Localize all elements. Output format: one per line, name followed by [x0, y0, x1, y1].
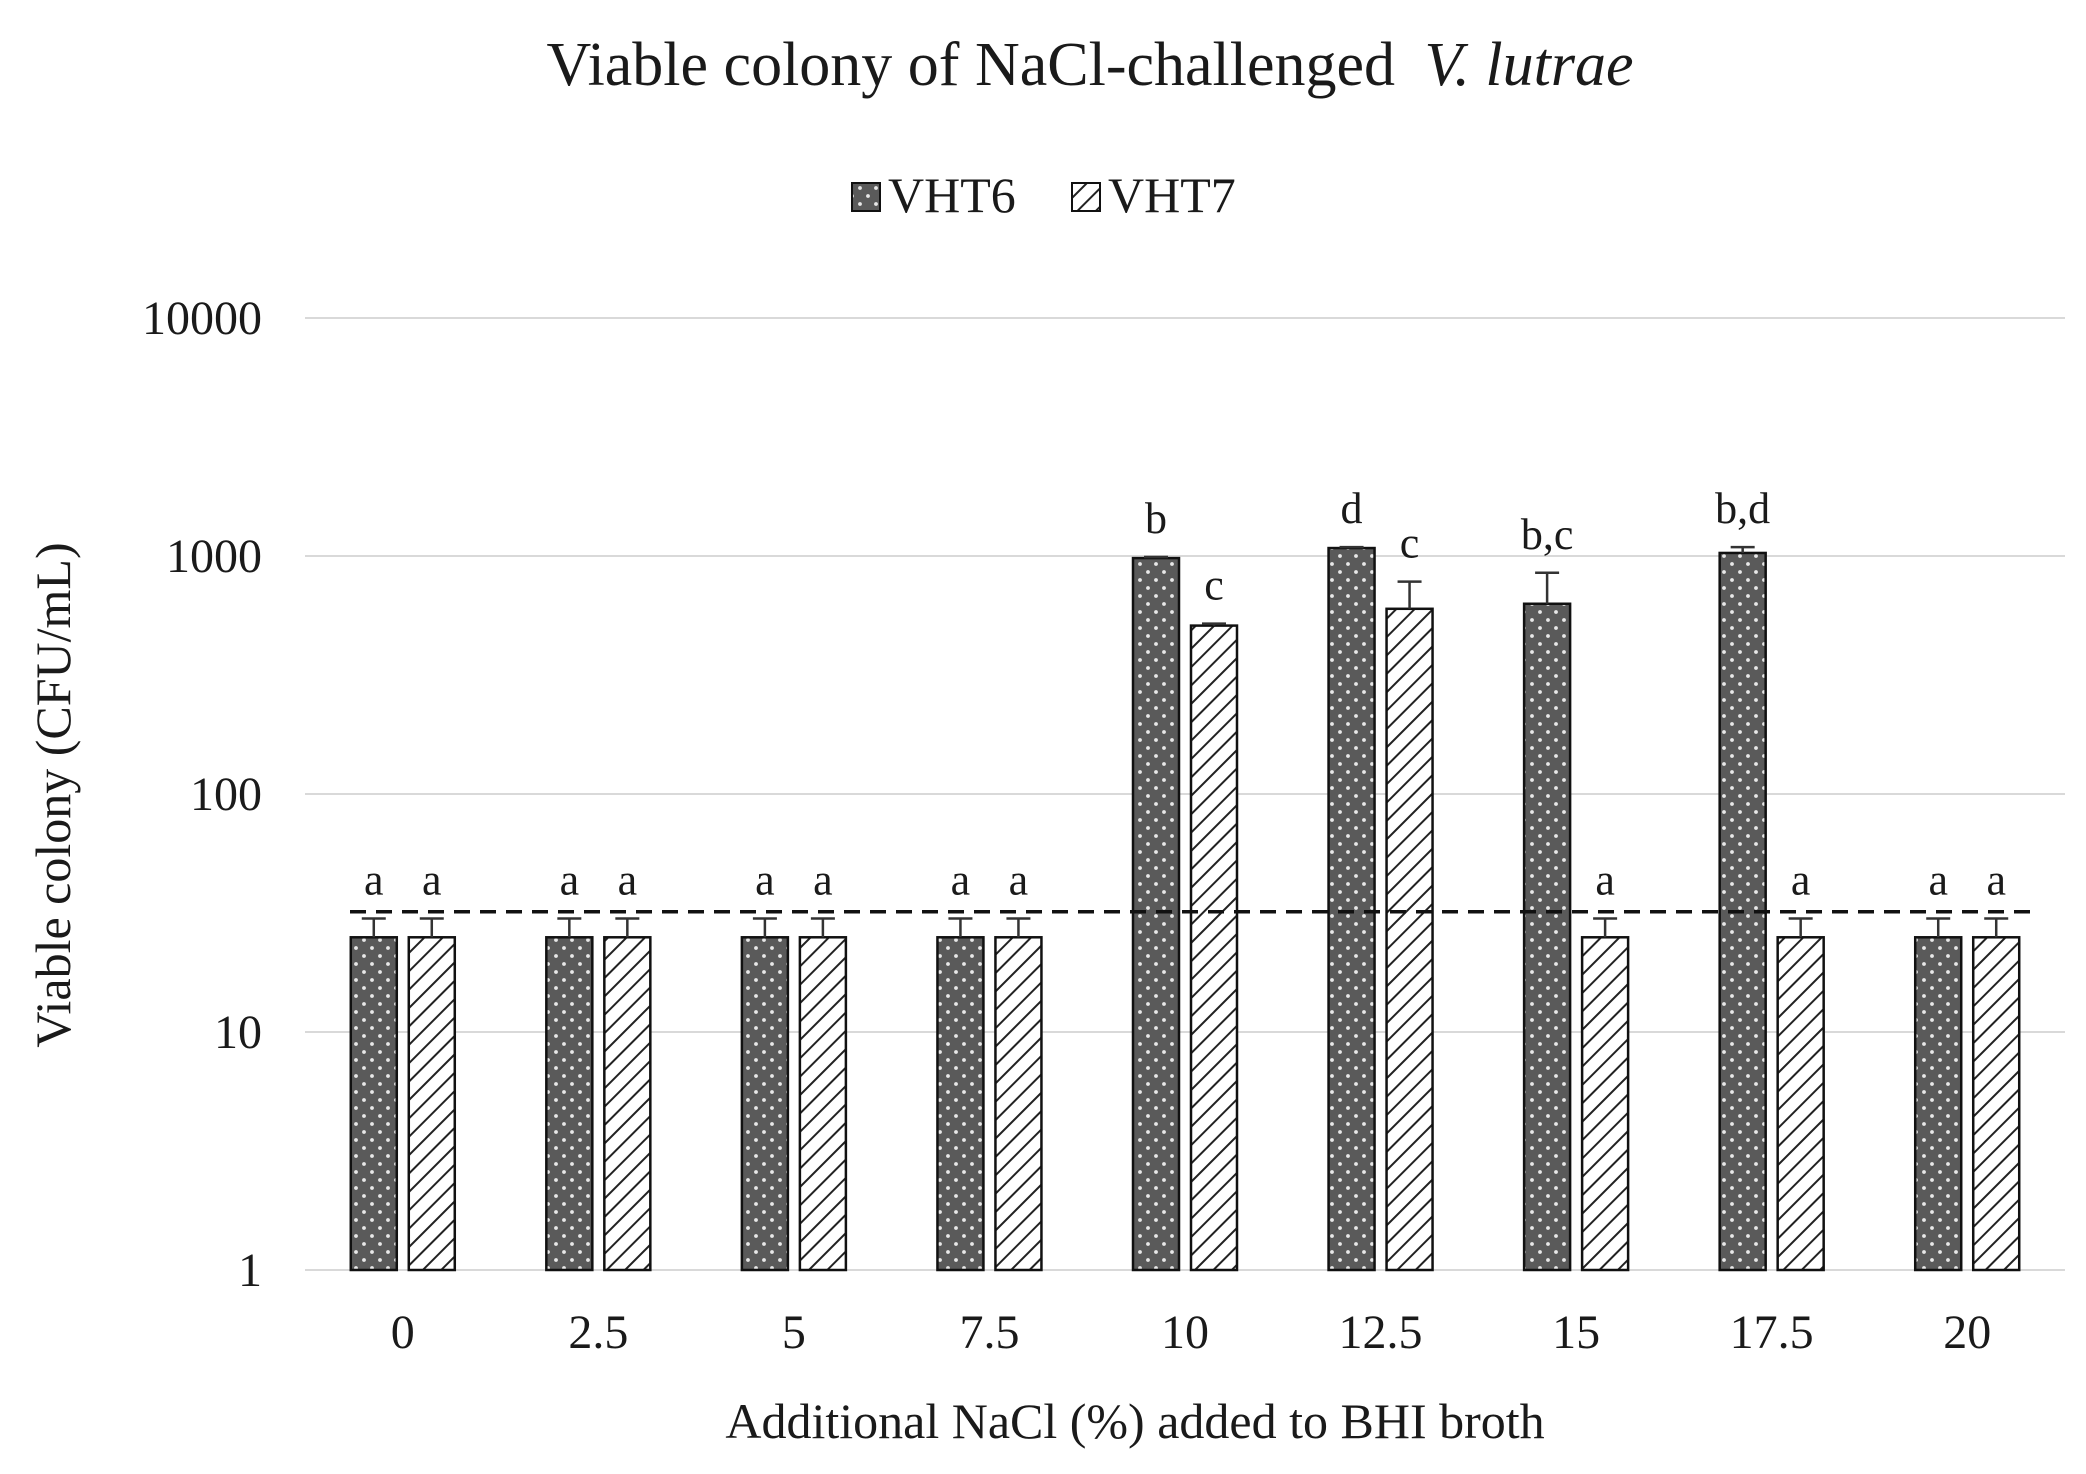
- error-bar-vht6-10: [1144, 555, 1168, 559]
- significance-label-vht7-12.5: c: [1400, 519, 1420, 568]
- legend-swatch-vht6: [851, 182, 881, 212]
- bar-vht7-15: [1580, 936, 1630, 1272]
- y-axis-label: Viable colony (CFU/mL): [25, 542, 81, 1047]
- error-bar-vht6-2.5: [557, 917, 582, 938]
- significance-label-vht6-20: a: [1928, 855, 1948, 904]
- legend-swatch-vht7: [1071, 182, 1101, 212]
- x-tick-15: 15: [1552, 1306, 1600, 1359]
- chart-title: Viable colony of NaCl-challenged V. lutr…: [547, 31, 1634, 99]
- significance-label-vht6-15: b,c: [1521, 510, 1574, 559]
- error-bar-vht7-10: [1202, 622, 1226, 626]
- error-bar-vht6-12.5: [1339, 545, 1364, 549]
- bar-vht7-20: [1971, 936, 2021, 1272]
- y-tick-10000: 10000: [142, 292, 262, 345]
- error-bar-vht7-5: [810, 917, 835, 938]
- significance-label-vht7-10: c: [1204, 561, 1224, 610]
- error-bar-vht7-20: [1984, 917, 2009, 938]
- bar-vht6-5: [740, 936, 790, 1272]
- error-bar-vht7-12.5: [1397, 580, 1422, 609]
- significance-label-vht7-15: a: [1595, 855, 1615, 904]
- x-axis-label: Additional NaCl (%) added to BHI broth: [725, 1393, 1544, 1449]
- bar-vht6-2.5: [545, 936, 594, 1272]
- x-tick-17.5: 17.5: [1730, 1306, 1814, 1359]
- error-bar-vht6-15: [1535, 571, 1560, 604]
- bar-vht6-20: [1913, 936, 1963, 1272]
- error-bars: [361, 545, 2009, 938]
- error-bar-vht6-7.5: [948, 917, 973, 938]
- significance-label-vht6-0: a: [364, 855, 384, 904]
- bars: [349, 546, 2021, 1272]
- significance-label-vht6-7.5: a: [951, 855, 971, 904]
- x-tick-20: 20: [1943, 1306, 1991, 1359]
- x-tick-10: 10: [1161, 1306, 1209, 1359]
- x-tick-0: 0: [391, 1306, 415, 1359]
- error-bar-vht6-20: [1926, 917, 1951, 938]
- significance-label-vht7-17.5: a: [1791, 855, 1811, 904]
- significance-label-vht7-5: a: [813, 855, 833, 904]
- significance-label-vht7-7.5: a: [1009, 855, 1029, 904]
- significance-label-vht6-10: b: [1145, 494, 1167, 543]
- bar-vht6-10: [1131, 556, 1181, 1272]
- chart-title-species: V. lutrae: [1425, 31, 1634, 99]
- chart-title-main: Viable colony of NaCl-challenged: [547, 31, 1395, 99]
- bar-vht7-17.5: [1776, 936, 1825, 1272]
- significance-label-vht6-12.5: d: [1341, 484, 1363, 533]
- bar-vht7-7.5: [994, 936, 1043, 1272]
- legend-item-vht7: VHT7: [1071, 167, 1236, 223]
- error-bar-vht7-0: [419, 917, 444, 938]
- x-tick-12.5: 12.5: [1339, 1306, 1423, 1359]
- error-bar-vht6-17.5: [1730, 545, 1755, 553]
- legend: VHT6 VHT7: [851, 167, 1236, 223]
- bar-vht6-0: [349, 936, 399, 1272]
- error-bar-vht7-7.5: [1006, 917, 1031, 938]
- legend-label-vht6: VHT6: [888, 167, 1016, 223]
- x-tick-labels: 0 2.5 5 7.5 10 12.5 15 17.5 20: [391, 1306, 1991, 1359]
- bar-vht7-10: [1189, 624, 1239, 1272]
- bar-vht6-7.5: [936, 936, 985, 1272]
- y-tick-1: 1: [238, 1244, 262, 1297]
- y-tick-labels: 1 10 100 1000 10000: [142, 292, 262, 1297]
- significance-label-vht7-20: a: [1986, 855, 2006, 904]
- significance-label-vht6-17.5: b,d: [1715, 484, 1770, 533]
- y-tick-10: 10: [214, 1006, 262, 1059]
- x-tick-5: 5: [782, 1306, 806, 1359]
- x-tick-2.5: 2.5: [568, 1306, 628, 1359]
- bar-vht6-15: [1522, 602, 1572, 1272]
- significance-label-vht6-5: a: [755, 855, 775, 904]
- bar-vht6-12.5: [1327, 546, 1376, 1272]
- significance-label-vht7-0: a: [422, 855, 442, 904]
- significance-label-vht7-2.5: a: [618, 855, 638, 904]
- bar-vht7-2.5: [603, 936, 652, 1272]
- legend-label-vht7: VHT7: [1108, 167, 1236, 223]
- error-bar-vht6-5: [752, 917, 777, 938]
- error-bar-vht6-0: [361, 917, 386, 938]
- x-tick-7.5: 7.5: [959, 1306, 1019, 1359]
- significance-label-vht6-2.5: a: [560, 855, 580, 904]
- bar-vht7-12.5: [1385, 607, 1434, 1272]
- bar-vht7-0: [407, 936, 457, 1272]
- gridlines: [305, 317, 2065, 1271]
- error-bar-vht7-2.5: [615, 917, 640, 938]
- error-bar-vht7-15: [1593, 917, 1618, 938]
- y-tick-1000: 1000: [166, 530, 262, 583]
- y-tick-100: 100: [190, 768, 262, 821]
- legend-item-vht6: VHT6: [851, 167, 1016, 223]
- bar-vht7-5: [798, 936, 848, 1272]
- error-bar-vht7-17.5: [1788, 917, 1813, 938]
